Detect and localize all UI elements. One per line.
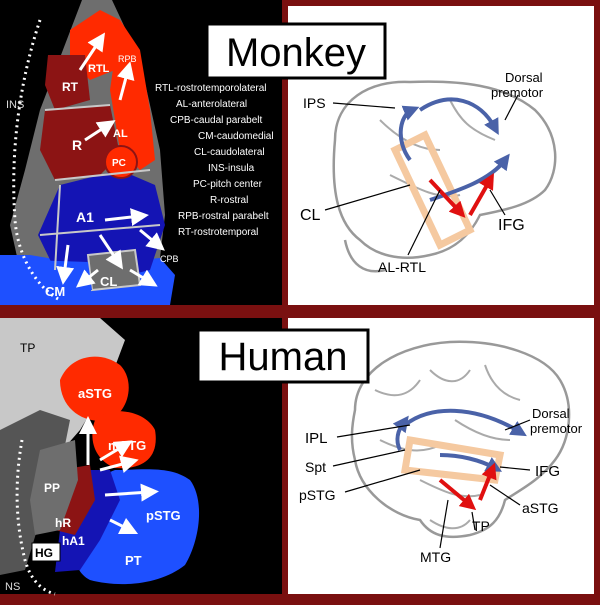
monkey-region-al: AL <box>113 128 128 140</box>
legend-item: RTL-rostrotemporolateral <box>155 83 267 94</box>
monkey-title: Monkey <box>226 31 366 75</box>
human-anatomy-panel: TP aSTG mSTG PP hR hA1 HG pSTG PT NS <box>0 318 282 596</box>
legend-item: RT-rostrotemporal <box>178 227 258 238</box>
human-region-hg: HG <box>35 546 53 560</box>
legend-item: INS-insula <box>208 163 255 174</box>
monkey-region-pc: PC <box>112 158 126 169</box>
legend-item: CPB-caudal parabelt <box>170 115 262 126</box>
monkey-region-r: R <box>72 137 82 153</box>
human-brain-label-ipl: IPL <box>305 430 328 447</box>
monkey-region-cm: CM <box>45 284 65 299</box>
human-brain-label-dorsal: Dorsal <box>532 406 570 421</box>
monkey-brain-label-al-rtl: AL-RTL <box>378 259 426 275</box>
legend-item: PC-pitch center <box>193 179 263 190</box>
human-region-astg: aSTG <box>78 386 112 401</box>
human-title: Human <box>219 335 348 379</box>
human-brain-label-spt: Spt <box>305 459 326 475</box>
monkey-brain-label-dorsal: Dorsal <box>505 70 543 85</box>
monkey-brain-label-ips: IPS <box>303 95 326 111</box>
monkey-title-box: Monkey <box>205 22 387 80</box>
monkey-region-ins: INS <box>6 99 24 111</box>
monkey-region-rpb: RPB <box>118 54 137 64</box>
monkey-region-a1: A1 <box>76 209 94 225</box>
monkey-brain-label-cl: CL <box>300 207 321 224</box>
monkey-legend: RTL-rostrotemporolateral AL-anterolatera… <box>155 83 274 238</box>
human-region-tp: TP <box>20 341 35 355</box>
human-brain-label-astg: aSTG <box>522 500 559 516</box>
legend-item: RPB-rostral parabelt <box>178 211 269 222</box>
legend-item: AL-anterolateral <box>176 99 247 110</box>
human-region-pt: PT <box>125 553 142 568</box>
human-brain-label-mtg: MTG <box>420 549 451 565</box>
monkey-region-rtl: RTL <box>88 63 110 75</box>
monkey-region-rt: RT <box>62 80 79 94</box>
monkey-brain-label-ifg: IFG <box>498 217 525 234</box>
human-brain-label-pstg: pSTG <box>299 487 336 503</box>
human-brain-label-premotor: premotor <box>530 421 583 436</box>
monkey-brain-label-premotor: premotor <box>491 85 544 100</box>
human-region-pstg: pSTG <box>146 508 181 523</box>
human-region-ns: NS <box>5 581 20 593</box>
legend-item: R-rostral <box>210 195 248 206</box>
legend-item: CL-caudolateral <box>194 147 265 158</box>
human-region-ha1: hA1 <box>62 534 85 548</box>
monkey-region-cpb: CPB <box>160 254 179 264</box>
human-region-mstg: mSTG <box>108 438 146 453</box>
human-region-pp: PP <box>44 481 60 495</box>
monkey-region-cl: CL <box>100 274 117 289</box>
human-brain-label-tp: TP <box>472 518 490 534</box>
human-region-hr: hR <box>55 516 71 530</box>
legend-item: CM-caudomedial <box>198 131 274 142</box>
human-brain-label-ifg: IFG <box>535 463 560 480</box>
human-title-box: Human <box>196 328 370 384</box>
